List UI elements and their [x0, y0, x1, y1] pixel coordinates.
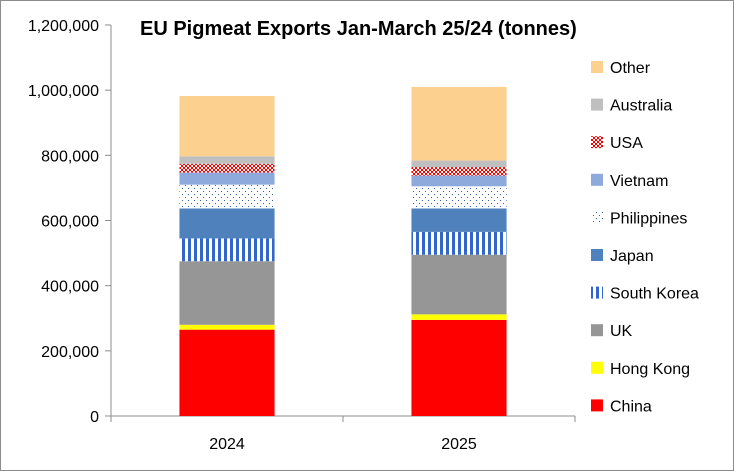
bar-segment-philippines-2024: [179, 184, 275, 209]
bar-segment-uk-2024: [179, 261, 275, 325]
legend-label-uk: UK: [610, 323, 633, 340]
bar-stacks: [179, 86, 507, 416]
y-tick-label: 800,000: [41, 148, 99, 165]
y-tick-label: 400,000: [41, 279, 99, 296]
bar-segment-japan-2024: [179, 208, 275, 239]
legend-swatch-other: [591, 61, 603, 73]
bar-segment-vietnam-2024: [179, 172, 275, 185]
legend-label-hong-kong: Hong Kong: [610, 361, 690, 378]
legend-label-vietnam: Vietnam: [610, 173, 668, 190]
bar-segment-china-2024: [179, 329, 275, 416]
legend-label-philippines: Philippines: [610, 210, 687, 227]
legend-swatch-vietnam: [591, 173, 603, 186]
legend-label-china: China: [610, 398, 652, 415]
bar-segment-other-2025: [411, 86, 507, 161]
x-axis: 2024 2025: [110, 415, 576, 453]
bar-segment-vietnam-2025: [411, 175, 507, 187]
bar-segment-hong-kong-2025: [411, 314, 507, 320]
legend-swatch-south-korea: [591, 286, 603, 299]
legend-swatch-china: [591, 399, 603, 412]
legend-label-australia: Australia: [610, 98, 672, 115]
y-tick-label: 1,000,000: [28, 83, 99, 100]
bar-segment-australia-2025: [411, 160, 507, 168]
x-tick-label: 2024: [209, 436, 245, 453]
y-tick-label: 200,000: [41, 344, 99, 361]
bar-segment-south-korea-2024: [179, 238, 275, 262]
y-axis: 0 200,000 400,000 600,000 800,000 1,000,000 1,…: [28, 18, 112, 426]
bar-segment-south-korea-2025: [411, 231, 507, 255]
bar-segment-usa-2024: [179, 163, 275, 173]
legend-label-usa: USA: [610, 135, 643, 152]
bar-segment-other-2024: [179, 96, 275, 157]
y-tick-label: 1,200,000: [28, 18, 99, 35]
y-tick-label: 0: [90, 409, 99, 426]
bar-segment-philippines-2025: [411, 186, 507, 209]
bar-segment-uk-2025: [411, 254, 507, 315]
legend-swatch-australia: [591, 98, 603, 111]
legend: Other Australia USA Vietnam Philippines Japan…: [591, 60, 699, 415]
legend-swatch-philippines: [591, 211, 603, 224]
legend-swatch-usa: [591, 136, 603, 149]
legend-label-south-korea: South Korea: [610, 286, 699, 303]
y-tick-label: 600,000: [41, 214, 99, 231]
chart-title: EU Pigmeat Exports Jan-March 25/24 (tonn…: [140, 18, 577, 40]
legend-swatch-japan: [591, 249, 603, 261]
legend-label-japan: Japan: [610, 248, 654, 265]
legend-swatch-uk: [591, 324, 603, 337]
x-tick-label: 2025: [441, 436, 477, 453]
legend-swatch-hong-kong: [591, 361, 603, 374]
bar-segment-australia-2024: [179, 156, 275, 164]
bar-segment-hong-kong-2024: [179, 324, 275, 330]
bar-segment-japan-2025: [411, 208, 507, 232]
bar-segment-china-2025: [411, 319, 507, 416]
bar-segment-usa-2025: [411, 167, 507, 176]
legend-label-other: Other: [610, 60, 651, 77]
